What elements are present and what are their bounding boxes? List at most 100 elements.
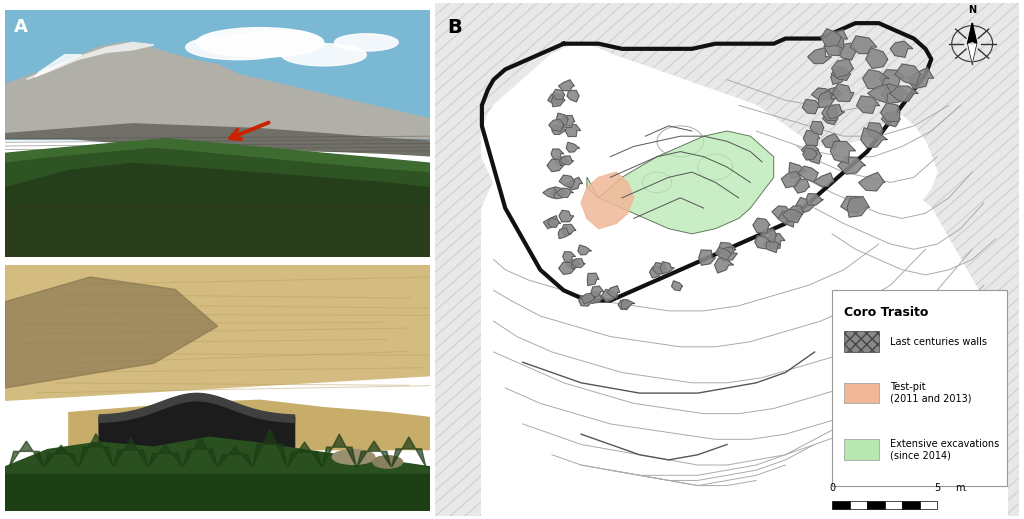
Polygon shape xyxy=(552,125,565,134)
Polygon shape xyxy=(218,446,252,467)
Polygon shape xyxy=(79,433,113,467)
Polygon shape xyxy=(5,139,430,257)
Polygon shape xyxy=(482,44,1008,516)
Polygon shape xyxy=(772,206,794,218)
Polygon shape xyxy=(802,100,821,114)
Polygon shape xyxy=(114,439,147,467)
Polygon shape xyxy=(808,48,831,64)
Ellipse shape xyxy=(197,28,324,57)
Polygon shape xyxy=(552,94,565,107)
Polygon shape xyxy=(824,37,844,56)
Polygon shape xyxy=(866,122,883,139)
Polygon shape xyxy=(561,115,574,128)
Polygon shape xyxy=(652,263,667,274)
Polygon shape xyxy=(787,206,804,217)
Polygon shape xyxy=(35,55,82,77)
Polygon shape xyxy=(810,121,824,135)
Polygon shape xyxy=(558,228,571,239)
Polygon shape xyxy=(5,202,430,257)
Bar xyxy=(920,501,937,509)
Polygon shape xyxy=(544,216,559,228)
Polygon shape xyxy=(5,163,430,257)
Polygon shape xyxy=(798,166,818,182)
Polygon shape xyxy=(861,128,887,147)
Polygon shape xyxy=(756,337,1008,516)
Polygon shape xyxy=(830,141,855,163)
Polygon shape xyxy=(818,91,835,107)
Bar xyxy=(902,501,920,509)
Polygon shape xyxy=(862,70,889,89)
Polygon shape xyxy=(547,159,563,172)
Polygon shape xyxy=(5,10,430,139)
Polygon shape xyxy=(551,149,563,160)
Polygon shape xyxy=(253,429,287,467)
Text: A: A xyxy=(13,18,28,36)
Polygon shape xyxy=(5,437,430,511)
Polygon shape xyxy=(796,198,814,214)
Polygon shape xyxy=(880,70,904,89)
Bar xyxy=(885,501,902,509)
Ellipse shape xyxy=(335,34,398,51)
Ellipse shape xyxy=(282,44,367,66)
Polygon shape xyxy=(867,85,891,103)
Polygon shape xyxy=(716,248,731,260)
Polygon shape xyxy=(715,258,733,273)
Polygon shape xyxy=(968,23,977,44)
Polygon shape xyxy=(831,59,854,78)
Polygon shape xyxy=(392,437,426,467)
Polygon shape xyxy=(555,157,568,166)
Polygon shape xyxy=(5,265,132,326)
Polygon shape xyxy=(821,87,842,99)
Polygon shape xyxy=(719,242,736,256)
Polygon shape xyxy=(788,162,807,178)
Polygon shape xyxy=(581,172,634,229)
Polygon shape xyxy=(556,188,573,197)
Polygon shape xyxy=(578,245,591,255)
Polygon shape xyxy=(551,187,567,199)
Polygon shape xyxy=(556,113,568,126)
Polygon shape xyxy=(764,240,779,253)
Polygon shape xyxy=(549,119,564,131)
Polygon shape xyxy=(649,267,663,278)
Polygon shape xyxy=(591,286,603,297)
Polygon shape xyxy=(552,89,564,100)
Polygon shape xyxy=(622,299,635,309)
Polygon shape xyxy=(562,224,575,236)
Polygon shape xyxy=(567,90,580,102)
Polygon shape xyxy=(838,157,865,174)
Polygon shape xyxy=(357,441,391,467)
Text: m.: m. xyxy=(954,483,968,493)
Polygon shape xyxy=(811,88,834,100)
Text: B: B xyxy=(446,18,462,37)
Polygon shape xyxy=(822,105,838,120)
Polygon shape xyxy=(838,43,857,60)
Polygon shape xyxy=(890,86,919,101)
Polygon shape xyxy=(826,105,845,119)
Polygon shape xyxy=(755,236,770,249)
Polygon shape xyxy=(822,113,838,125)
Polygon shape xyxy=(882,84,908,103)
Polygon shape xyxy=(907,67,934,89)
Polygon shape xyxy=(841,196,866,213)
Ellipse shape xyxy=(333,449,375,465)
Polygon shape xyxy=(323,434,356,467)
Polygon shape xyxy=(881,103,900,122)
Polygon shape xyxy=(69,400,430,449)
Polygon shape xyxy=(782,209,803,223)
Polygon shape xyxy=(802,145,819,158)
Polygon shape xyxy=(794,180,810,193)
Bar xyxy=(844,439,879,460)
Polygon shape xyxy=(588,273,599,285)
Polygon shape xyxy=(571,259,585,267)
Polygon shape xyxy=(767,234,784,249)
Polygon shape xyxy=(672,281,683,291)
Bar xyxy=(833,290,1008,486)
Polygon shape xyxy=(5,43,430,139)
Bar xyxy=(844,383,879,403)
Polygon shape xyxy=(865,48,888,69)
Polygon shape xyxy=(27,43,154,79)
Polygon shape xyxy=(559,210,573,222)
Bar xyxy=(833,501,850,509)
Text: Coro Trasito: Coro Trasito xyxy=(844,306,928,319)
Polygon shape xyxy=(560,156,573,165)
